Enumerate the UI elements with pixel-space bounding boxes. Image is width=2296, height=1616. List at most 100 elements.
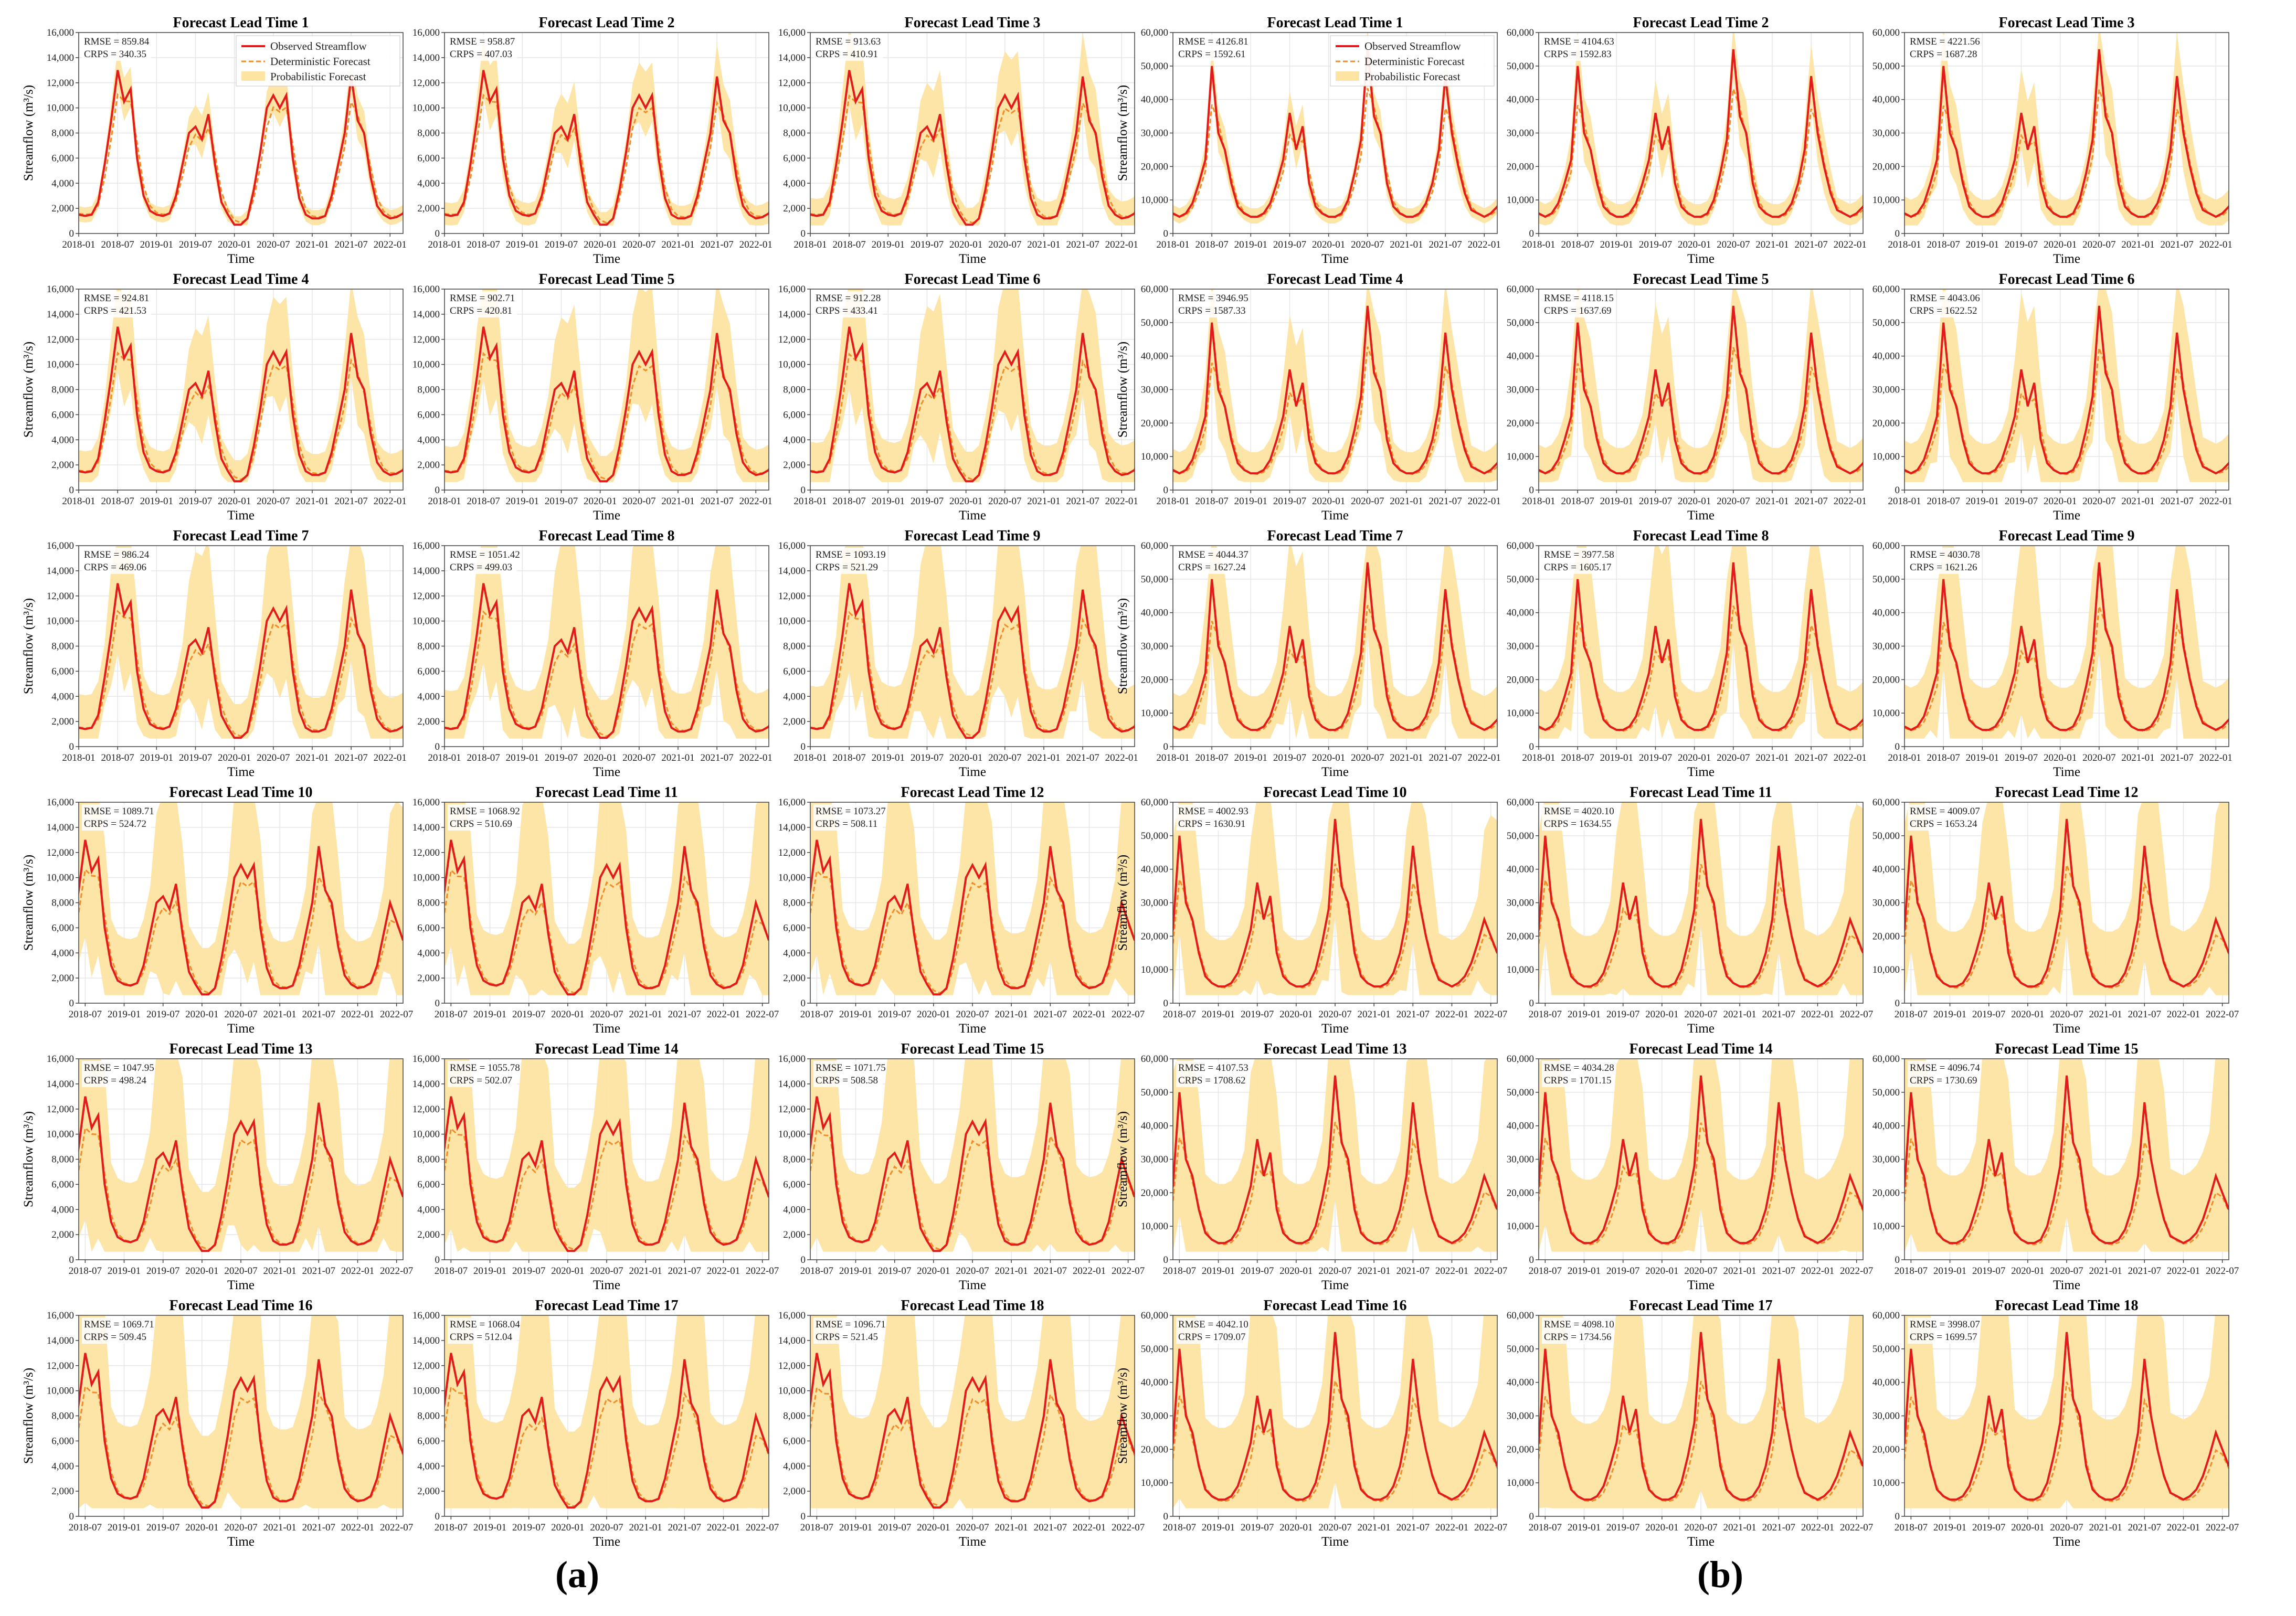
y-tick-label: 10,000 [1872,708,1900,719]
x-tick-label: 2022-01 [341,1522,374,1533]
x-tick-label: 2018-07 [101,752,134,763]
stats-box [82,291,151,317]
x-tick-label: 2019-01 [140,752,173,763]
x-tick-label: 2021-07 [1762,1009,1795,1020]
x-axis-label: Time [959,508,986,523]
x-tick-label: 2020-07 [2082,496,2115,507]
stats-box [813,35,883,61]
y-tick-label: 0 [801,485,806,496]
x-tick-label: 2022-01 [707,1266,740,1277]
x-tick-label: 2020-01 [584,496,617,507]
x-tick-label: 2020-01 [551,1009,584,1020]
subplot-title: Forecast Lead Time 10 [1264,784,1407,801]
crps-label: CRPS = 508.58 [816,1075,878,1086]
x-tick-label: 2020-01 [185,1009,218,1020]
x-tick-label: 2019-07 [1606,1009,1639,1020]
y-tick-label: 10,000 [47,1386,74,1397]
x-tick-label: 2018-07 [435,1266,468,1277]
deterministic-forecast-line [1539,605,1863,732]
x-axis-label: Time [2053,1278,2080,1292]
probabilistic-band [1539,1315,1863,1508]
stats-box [1542,1061,1611,1087]
x-tick-label: 2021-07 [334,496,367,507]
y-tick-label: 50,000 [1872,317,1900,328]
x-tick-label: 2022-01 [1105,239,1138,250]
observed-streamflow-line [1539,818,1863,988]
x-tick-label: 2019-07 [512,1009,545,1020]
plot-area [79,289,403,483]
subplot-title: Forecast Lead Time 16 [1264,1298,1407,1314]
x-tick-label: 2019-01 [108,1266,141,1277]
y-tick-label: 60,000 [1872,797,1900,808]
crps-label: CRPS = 407.03 [450,49,512,60]
plot-area [1539,546,1863,739]
plot-area [810,1059,1135,1252]
observed-streamflow-line [1173,1332,1497,1501]
y-tick-label: 60,000 [1872,284,1900,295]
observed-streamflow-line [1904,818,2229,988]
y-tick-label: 10,000 [1872,195,1900,206]
y-tick-label: 2,000 [417,460,440,471]
observed-streamflow-line [1173,818,1497,988]
x-tick-label: 2021-01 [1723,1522,1756,1533]
x-tick-label: 2018-01 [1156,752,1189,763]
x-tick-label: 2021-07 [1066,496,1099,507]
x-tick-label: 2018-07 [800,1009,833,1020]
x-axis-label: Time [227,1022,255,1036]
rmse-label: RMSE = 1068.04 [450,1319,520,1330]
rmse-label: RMSE = 4042.10 [1178,1319,1248,1330]
x-tick-label: 2021-01 [2089,1266,2122,1277]
x-tick-label: 2019-07 [878,1522,911,1533]
x-tick-label: 2021-07 [1066,239,1099,250]
y-tick-label: 16,000 [47,797,74,808]
subplot-title: Forecast Lead Time 18 [1995,1298,2139,1314]
y-tick-label: 10,000 [1141,195,1168,206]
x-axis-label: Time [1321,1022,1349,1036]
stats-box [1176,291,1245,317]
y-tick-label: 16,000 [412,1054,440,1065]
y-tick-label: 8,000 [51,898,74,909]
x-tick-label: 2020-01 [584,752,617,763]
x-tick-label: 2020-07 [1351,496,1384,507]
x-tick-label: 2020-07 [2082,752,2115,763]
x-tick-label: 2022-07 [1840,1522,1873,1533]
y-tick-label: 6,000 [51,1179,74,1190]
subplot-lead-time-2: Forecast Lead Time 2 0 10,000 20,000 30,000 4… [1507,15,1867,266]
x-tick-label: 2020-07 [1717,239,1750,250]
y-tick-label: 8,000 [51,385,74,396]
y-tick-label: 6,000 [417,409,440,420]
x-tick-label: 2018-07 [1895,1266,1928,1277]
y-tick-label: 10,000 [1507,1221,1534,1232]
plot-area [1173,802,1497,995]
stats-box [448,291,517,317]
subplot-lead-time-14: Forecast Lead Time 14 0 2,000 4,000 6,000 8,0… [412,1041,779,1292]
observed-streamflow-line [1904,1075,2229,1245]
stats-box [1176,548,1245,574]
legend-probabilistic-swatch [1336,71,1359,81]
y-tick-label: 0 [801,1511,806,1522]
x-tick-label: 2022-01 [1801,1009,1834,1020]
stats-box [82,1061,151,1087]
y-tick-label: 0 [69,485,75,496]
x-tick-label: 2021-01 [263,1522,296,1533]
y-tick-label: 30,000 [1507,385,1534,396]
subplot-lead-time-5: Forecast Lead Time 5 0 10,000 20,000 30,000 4… [1507,271,1867,523]
x-tick-label: 2020-01 [1645,1009,1678,1020]
y-tick-label: 6,000 [417,922,440,933]
y-tick-label: 60,000 [1872,1054,1900,1065]
x-tick-label: 2022-01 [1834,239,1867,250]
probabilistic-band [1173,289,1497,482]
legend-observed-label: Observed Streamflow [270,40,367,52]
y-tick-label: 0 [801,228,806,239]
x-tick-label: 2022-07 [1840,1266,1873,1277]
y-tick-label: 60,000 [1872,1310,1900,1321]
x-tick-label: 2019-07 [1972,1266,2005,1277]
y-tick-label: 8,000 [783,128,806,139]
y-tick-label: 50,000 [1141,61,1168,72]
y-tick-label: 0 [1163,1511,1169,1522]
subplot-title: Forecast Lead Time 10 [170,784,313,801]
x-tick-label: 2019-07 [1606,1266,1639,1277]
rmse-label: RMSE = 4043.06 [1910,293,1980,304]
observed-streamflow-line [445,1096,769,1252]
panel-label-b: (b) [1697,1554,1743,1596]
